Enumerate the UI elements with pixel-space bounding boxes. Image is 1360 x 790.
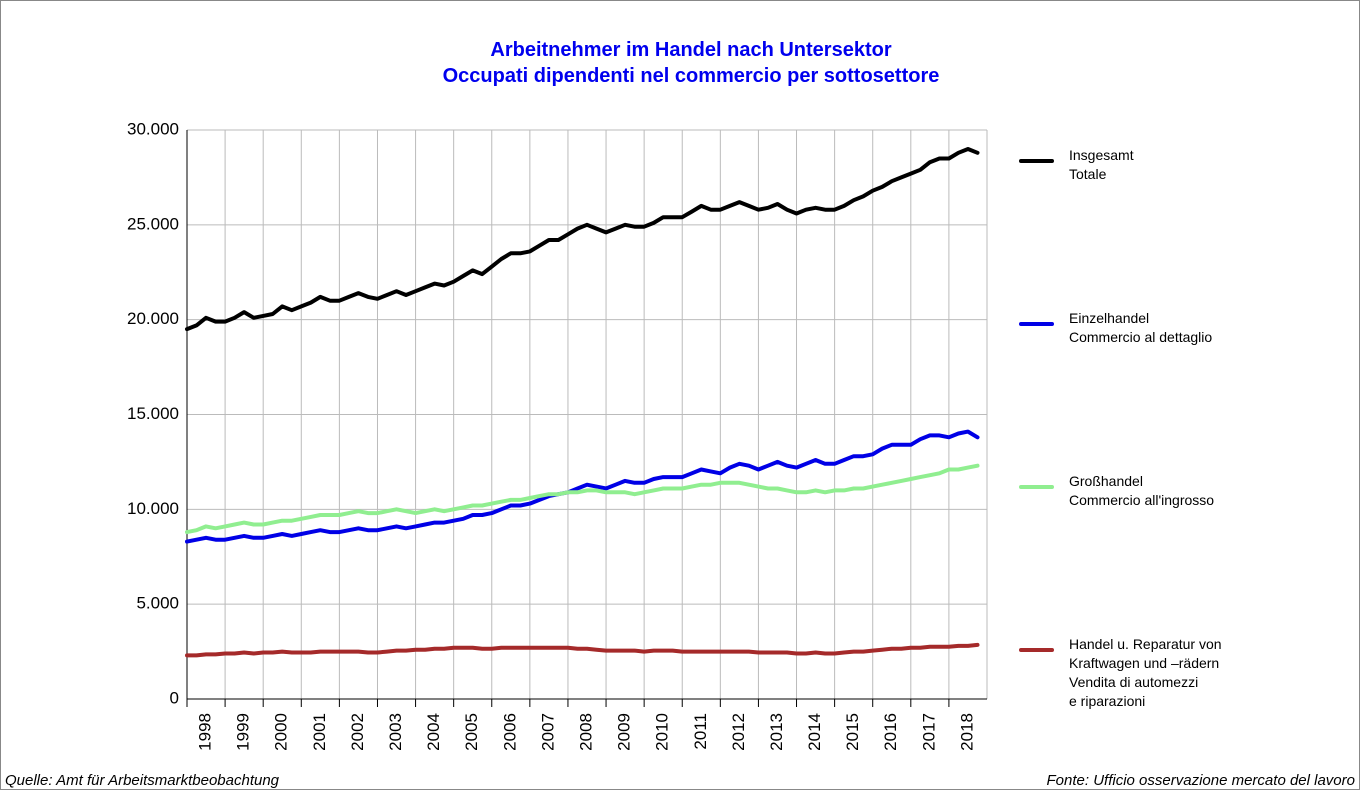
x-tick-label: 2003 [386,713,405,751]
legend-label: Einzelhandel Commercio al dettaglio [1069,310,1213,345]
legend-label: Handel u. Reparatur von Kraftwagen und –… [1069,636,1222,709]
x-tick-label: 2000 [272,713,291,751]
legend-label: Großhandel Commercio all'ingrosso [1069,473,1215,508]
x-tick-label: 2011 [691,713,710,750]
x-tick-label: 2017 [919,713,938,751]
legend-swatch [1019,322,1054,326]
x-tick-label: 2012 [729,713,748,751]
x-tick-label: 2002 [348,713,367,751]
x-tick-label: 2007 [538,713,557,751]
legend-label: Insgesamt Totale [1069,147,1134,182]
y-tick-label: 30.000 [127,119,179,138]
x-tick-label: 2005 [462,713,481,751]
series-line [185,147,980,332]
x-tick-label: 2015 [843,713,862,751]
y-tick-label: 15.000 [127,404,179,423]
x-tick-label: 2013 [767,713,786,751]
series-line [185,463,980,535]
legend-swatch [1019,485,1054,489]
y-tick-label: 10.000 [127,499,179,518]
x-tick-label: 2004 [424,713,443,751]
legend-swatch [1019,159,1054,163]
x-tick-label: 2016 [881,713,900,751]
chart-title: Arbeitnehmer im Handel nach Untersektor … [442,39,940,87]
x-tick-label: 2008 [576,713,595,751]
x-tick-label: 2010 [653,713,672,751]
x-tick-label: 2009 [615,713,634,751]
x-tick-label: 1999 [234,713,253,751]
x-tick-label: 2001 [310,713,329,751]
series-line [185,642,980,658]
source-left: Quelle: Amt für Arbeitsmarktbeobachtung [5,772,280,789]
series-line [185,429,980,544]
y-tick-label: 20.000 [127,309,179,328]
x-tick-label: 2006 [500,713,519,751]
source-right: Fonte: Ufficio osservazione mercato del … [1046,772,1355,789]
x-tick-label: 2018 [957,713,976,751]
x-tick-label: 1998 [196,713,215,751]
x-tick-label: 2014 [805,713,824,751]
y-tick-label: 0 [170,688,179,707]
y-tick-label: 25.000 [127,214,179,233]
legend-swatch [1019,648,1054,652]
y-tick-label: 5.000 [136,594,179,613]
